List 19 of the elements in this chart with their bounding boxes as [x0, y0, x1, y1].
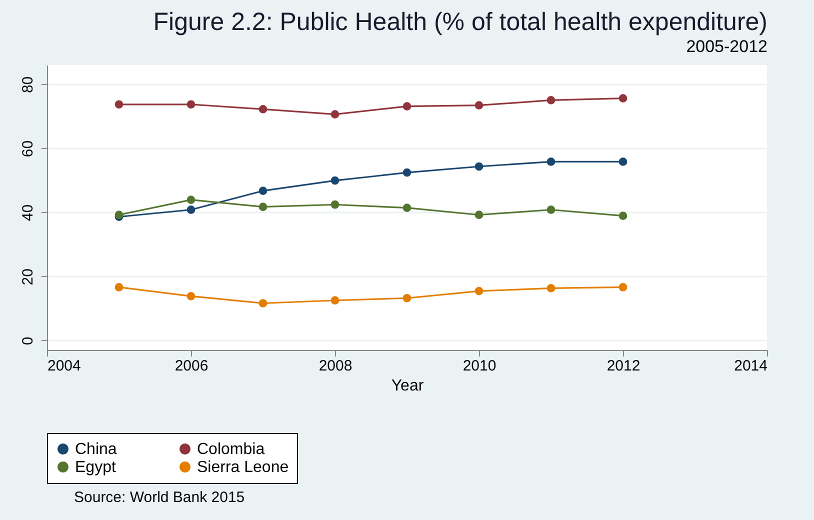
legend-label: China — [75, 441, 117, 458]
y-tick-label: 80 — [20, 76, 36, 94]
source-note: Source: World Bank 2015 — [73, 489, 246, 506]
x-tick-label: 2014 — [734, 358, 768, 374]
y-tick-label: 60 — [20, 140, 36, 158]
x-axis-title: Year — [391, 378, 424, 394]
chart-subtitle: 2005-2012 — [686, 37, 768, 56]
y-tick-label: 0 — [20, 336, 36, 346]
legend-label: Egypt — [75, 459, 116, 476]
x-tick-label: 2010 — [462, 358, 496, 374]
x-tick-label: 2012 — [606, 358, 640, 374]
legend-label: Colombia — [197, 441, 265, 458]
x-tick-label: 2008 — [318, 358, 352, 374]
y-tick-label: 40 — [20, 204, 36, 222]
x-tick-label: 2004 — [48, 358, 81, 374]
chart-title: Figure 2.2: Public Health (% of total health expenditure) — [153, 8, 768, 36]
legend-label: Sierra Leone — [197, 459, 289, 476]
x-tick-label: 2006 — [174, 358, 208, 374]
y-tick-label: 20 — [20, 268, 36, 286]
